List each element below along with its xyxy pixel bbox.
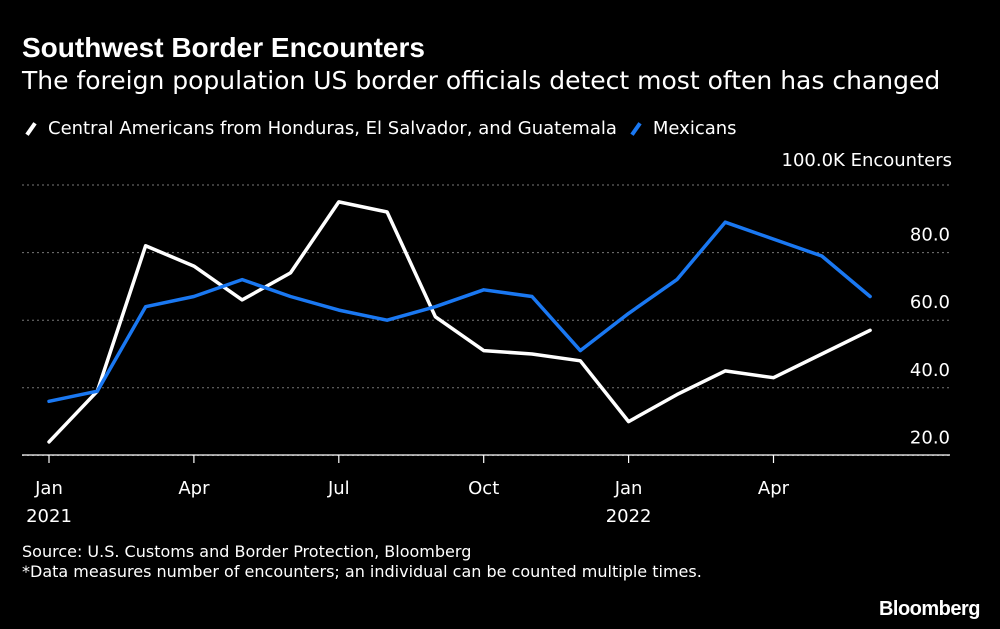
x-tick-label: Apr <box>758 478 790 499</box>
series-layer <box>47 200 872 444</box>
legend-item-central-americans: Central Americans from Honduras, El Salv… <box>22 118 617 139</box>
grid-layer <box>22 184 950 456</box>
legend-item-mexicans: Mexicans <box>627 118 737 139</box>
chart-subtitle: The foreign population US border officia… <box>22 66 941 95</box>
axis-layer: 20.0 40.0 60.0 80.0 Jan 2021 Apr Jul Oct Jan 2022 A… <box>22 225 950 527</box>
series-line-central-americans <box>47 200 872 444</box>
x-tick-label: Jan <box>34 478 63 499</box>
bloomberg-logo: Bloomberg <box>878 598 981 620</box>
x-tick-label: Jan <box>614 478 643 499</box>
y-tick-label: 40.0 <box>910 360 950 381</box>
chart-title: Southwest Border Encounters <box>22 32 425 63</box>
y-axis-units-label: 100.0K Encounters <box>781 150 952 171</box>
series-line-mexicans <box>47 220 872 404</box>
x-tick-year-label: 2021 <box>26 506 72 527</box>
legend-label-central-americans: Central Americans from Honduras, El Salv… <box>48 118 617 139</box>
x-tick-label: Apr <box>178 478 210 499</box>
y-tick-label: 80.0 <box>910 225 950 246</box>
footer: Source: U.S. Customs and Border Protecti… <box>22 542 782 582</box>
y-tick-label: 20.0 <box>910 427 950 448</box>
x-tick-label: Oct <box>468 478 499 499</box>
x-tick-year-label: 2022 <box>606 506 652 527</box>
legend-label-mexicans: Mexicans <box>652 118 737 139</box>
y-tick-label: 60.0 <box>910 292 950 313</box>
data-footnote: *Data measures number of encounters; an … <box>22 562 702 581</box>
source-note: Source: U.S. Customs and Border Protecti… <box>22 542 472 561</box>
x-tick-label: Jul <box>327 478 350 499</box>
legend: Central Americans from Honduras, El Salv… <box>22 118 747 139</box>
